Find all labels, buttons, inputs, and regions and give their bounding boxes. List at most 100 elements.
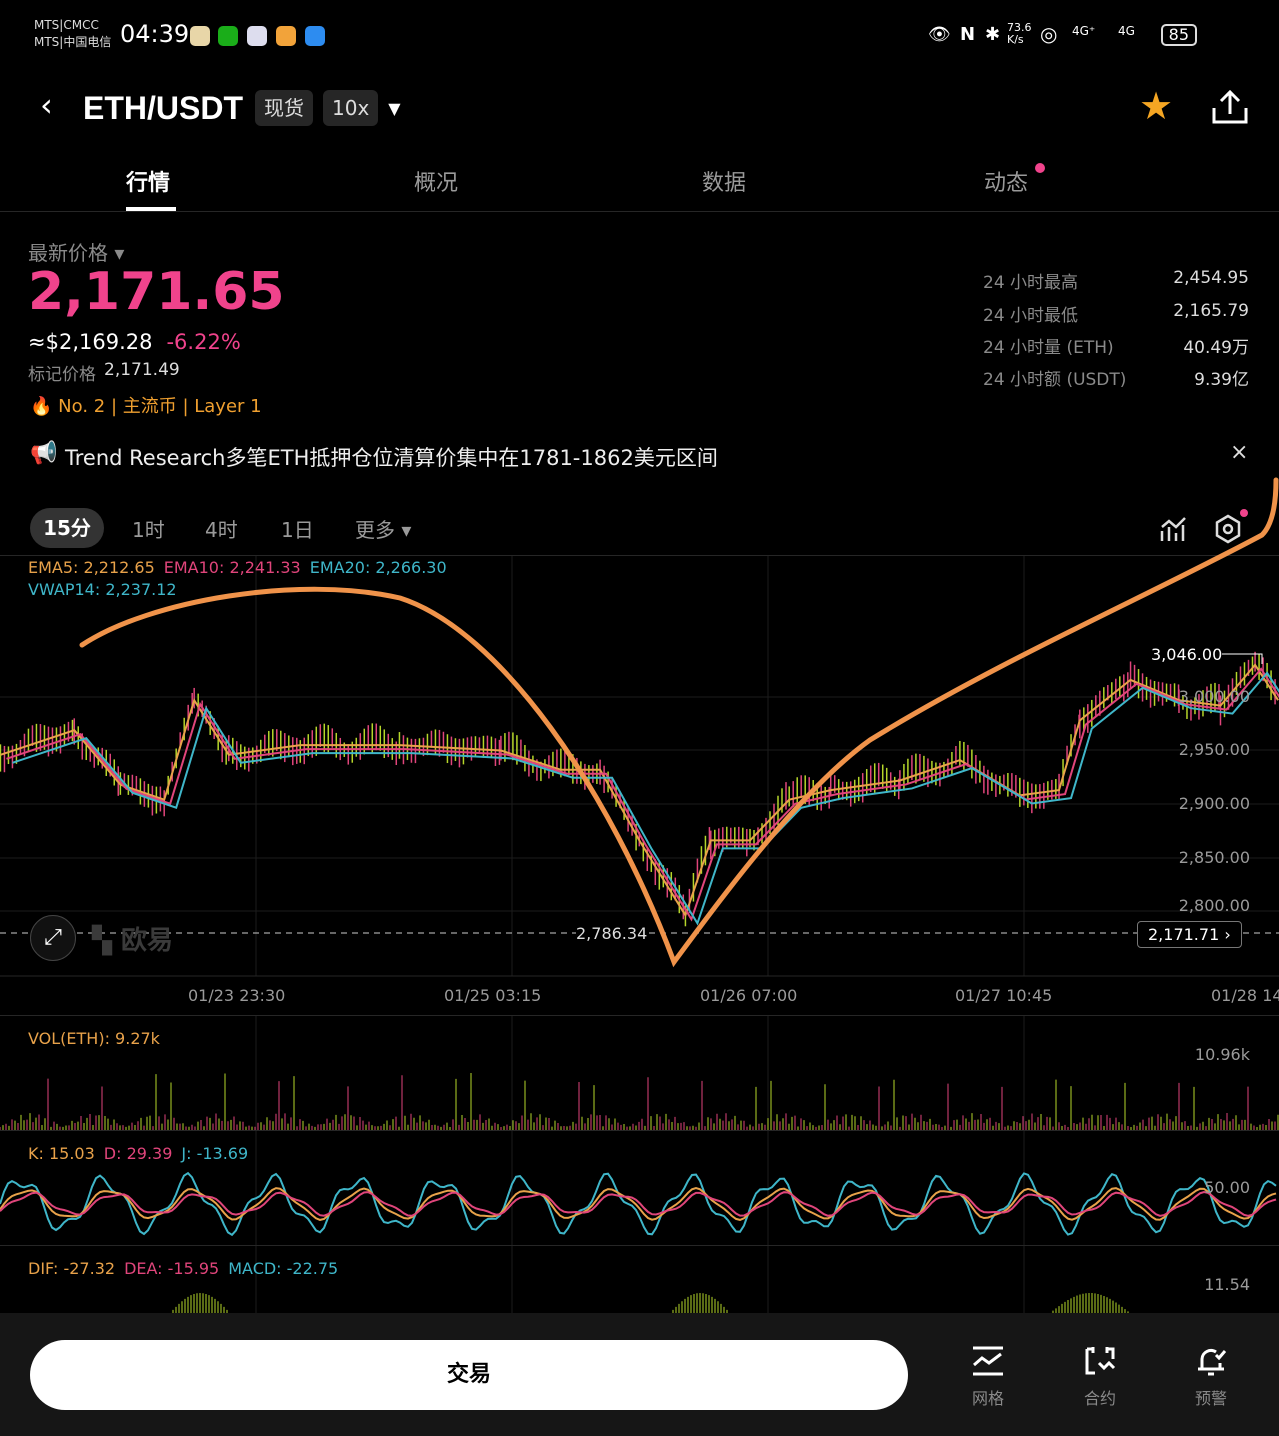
price-chart[interactable] — [0, 556, 1279, 1016]
battery-indicator: 85 — [1160, 24, 1197, 46]
news-banner[interactable]: Trend Research多笔ETH抵押仓位清算价集中在1781-1862美元… — [65, 446, 718, 470]
layer-tag[interactable]: Layer 1 — [194, 396, 262, 417]
bell-alert-icon — [1198, 1348, 1227, 1376]
ema-row: EMA5: 2,212.65 EMA10: 2,241.33 EMA20: 2,… — [28, 558, 447, 578]
usd-price: ≈$2,169.28 — [28, 330, 153, 354]
ema5-label: EMA5: 2,212.65 — [28, 558, 155, 577]
indicator-icon[interactable] — [1160, 515, 1188, 543]
macd-value: MACD: -22.75 — [228, 1259, 339, 1278]
macd-dea: DEA: -15.95 — [124, 1259, 220, 1278]
share-icon[interactable] — [1211, 88, 1249, 126]
timeframe-15m[interactable]: 15分 — [30, 508, 104, 548]
high-marker — [1222, 653, 1263, 664]
flame-icon: 🔥 — [30, 396, 53, 417]
kdj-row: K: 15.03 D: 29.39 J: -13.69 — [28, 1144, 248, 1164]
current-price-tag[interactable]: 2,171.71 › — [1137, 921, 1242, 948]
stat-low-value: 2,165.79 — [1173, 301, 1249, 321]
messages-icon — [247, 26, 267, 46]
wechat-icon — [218, 26, 238, 46]
usd-price-row: ≈$2,169.28 -6.22% — [28, 330, 241, 354]
eye-icon: 👁 — [928, 24, 951, 45]
stat-high-label: 24 小时最高 — [983, 273, 1079, 293]
y-tick: 2,950.00 — [1178, 740, 1250, 759]
chart-settings-icon[interactable] — [1212, 513, 1244, 545]
okx-watermark: ▚ 欧易 — [92, 926, 174, 956]
tab-underline — [126, 207, 176, 211]
megaphone-icon: 📢 — [30, 441, 58, 466]
fullscreen-icon[interactable]: ⤢ — [30, 915, 76, 961]
stat-high-value: 2,454.95 — [1173, 268, 1249, 288]
carrier-info: MTS|CMCC MTS|中国电信 — [34, 18, 112, 49]
ema10-label: EMA10: 2,241.33 — [163, 558, 301, 577]
notes-app-icon — [190, 26, 210, 46]
y-tick: 2,900.00 — [1178, 794, 1250, 813]
category-tag[interactable]: 主流币 — [122, 396, 177, 417]
close-news-icon[interactable]: × — [1230, 440, 1249, 465]
pair-dropdown-icon[interactable]: ▼ — [388, 98, 401, 118]
chat-app-icon — [305, 26, 325, 46]
tab-data[interactable]: 数据 — [702, 171, 747, 196]
signal-1: 4G⁺ — [1072, 24, 1096, 38]
macd-dif: DIF: -27.32 — [28, 1259, 116, 1278]
vol-max: 10.96k — [1194, 1045, 1250, 1064]
settings-dot — [1240, 509, 1248, 517]
x-tick: 01/25 03:15 — [444, 986, 542, 1005]
tab-overview[interactable]: 概况 — [414, 171, 459, 196]
kdj-k: K: 15.03 — [28, 1144, 95, 1163]
tab-feed[interactable]: 动态 — [984, 171, 1029, 196]
mark-price: 2,171.49 — [104, 360, 180, 380]
alert-button[interactable]: 预警 — [1181, 1345, 1241, 1409]
price-type-selector[interactable]: 最新价格 ▾ — [28, 241, 125, 265]
timeframe-1h[interactable]: 1时 — [132, 518, 165, 542]
header-title-row: ETH/USDT 现货 10x ▼ — [83, 88, 401, 128]
contract-button[interactable]: 合约 — [1070, 1345, 1130, 1409]
ema20-label: EMA20: 2,266.30 — [309, 558, 447, 577]
mark-price-label: 标记价格 — [28, 365, 96, 385]
macd-max: 11.54 — [1204, 1275, 1250, 1294]
contract-icon — [1085, 1347, 1116, 1375]
kdj-line — [0, 1171, 1277, 1237]
grid-button[interactable]: 网格 — [958, 1345, 1018, 1409]
y-tick: 2,800.00 — [1178, 896, 1250, 915]
pair-title[interactable]: ETH/USDT — [83, 89, 243, 126]
tab-market[interactable]: 行情 — [126, 171, 171, 196]
stat-volume-value: 40.49万 — [1183, 338, 1249, 358]
timeframe-4h[interactable]: 4时 — [205, 518, 238, 542]
stat-turnover-label: 24 小时额 (USDT) — [983, 370, 1127, 390]
mail-icon — [276, 26, 296, 46]
vwap-label: VWAP14: 2,237.12 — [28, 580, 177, 599]
timeframe-more[interactable]: 更多 ▾ — [355, 518, 412, 542]
kdj-j: J: -13.69 — [181, 1144, 249, 1163]
grid-icon — [973, 1346, 1003, 1376]
y-tick: 3,000.00 — [1178, 687, 1250, 706]
spot-badge: 现货 — [255, 90, 313, 126]
favorite-star-icon[interactable]: ★ — [1139, 84, 1174, 128]
kdj-line — [0, 1190, 1277, 1217]
rank-tag[interactable]: No. 2 — [58, 396, 106, 417]
nfc-icon: N — [960, 24, 976, 45]
leverage-badge[interactable]: 10x — [323, 90, 379, 126]
sub-indicator-charts — [0, 1016, 1279, 1313]
stat-volume-label: 24 小时量 (ETH) — [983, 338, 1114, 358]
back-button[interactable]: ‹ — [40, 86, 53, 124]
x-tick: 01/23 23:30 — [188, 986, 286, 1005]
last-price: 2,171.65 — [28, 262, 285, 322]
x-tick: 01/26 07:00 — [700, 986, 798, 1005]
timeframe-1d[interactable]: 1日 — [281, 518, 314, 542]
x-tick: 01/27 10:45 — [955, 986, 1053, 1005]
y-tick: 2,850.00 — [1178, 848, 1250, 867]
macd-row: DIF: -27.32 DEA: -15.95 MACD: -22.75 — [28, 1259, 338, 1279]
price-change: -6.22% — [166, 330, 241, 354]
mark-price-row: 标记价格 2,171.49 — [28, 360, 180, 385]
stat-turnover-value: 9.39亿 — [1194, 370, 1249, 390]
low-label: 2,786.34 — [576, 924, 648, 943]
x-tick: 01/28 14 — [1211, 986, 1279, 1005]
net-speed: 73.6 K/s — [1007, 21, 1032, 46]
kdj-level: 50.00 — [1204, 1178, 1250, 1197]
signal-2: 4G — [1118, 24, 1135, 38]
trade-button[interactable]: 交易 — [30, 1340, 908, 1410]
bluetooth-icon: ✱ — [985, 24, 1001, 45]
kdj-d: D: 29.39 — [103, 1144, 173, 1163]
kdj-line — [0, 1186, 1277, 1221]
hotspot-icon: ◎ — [1040, 22, 1058, 46]
